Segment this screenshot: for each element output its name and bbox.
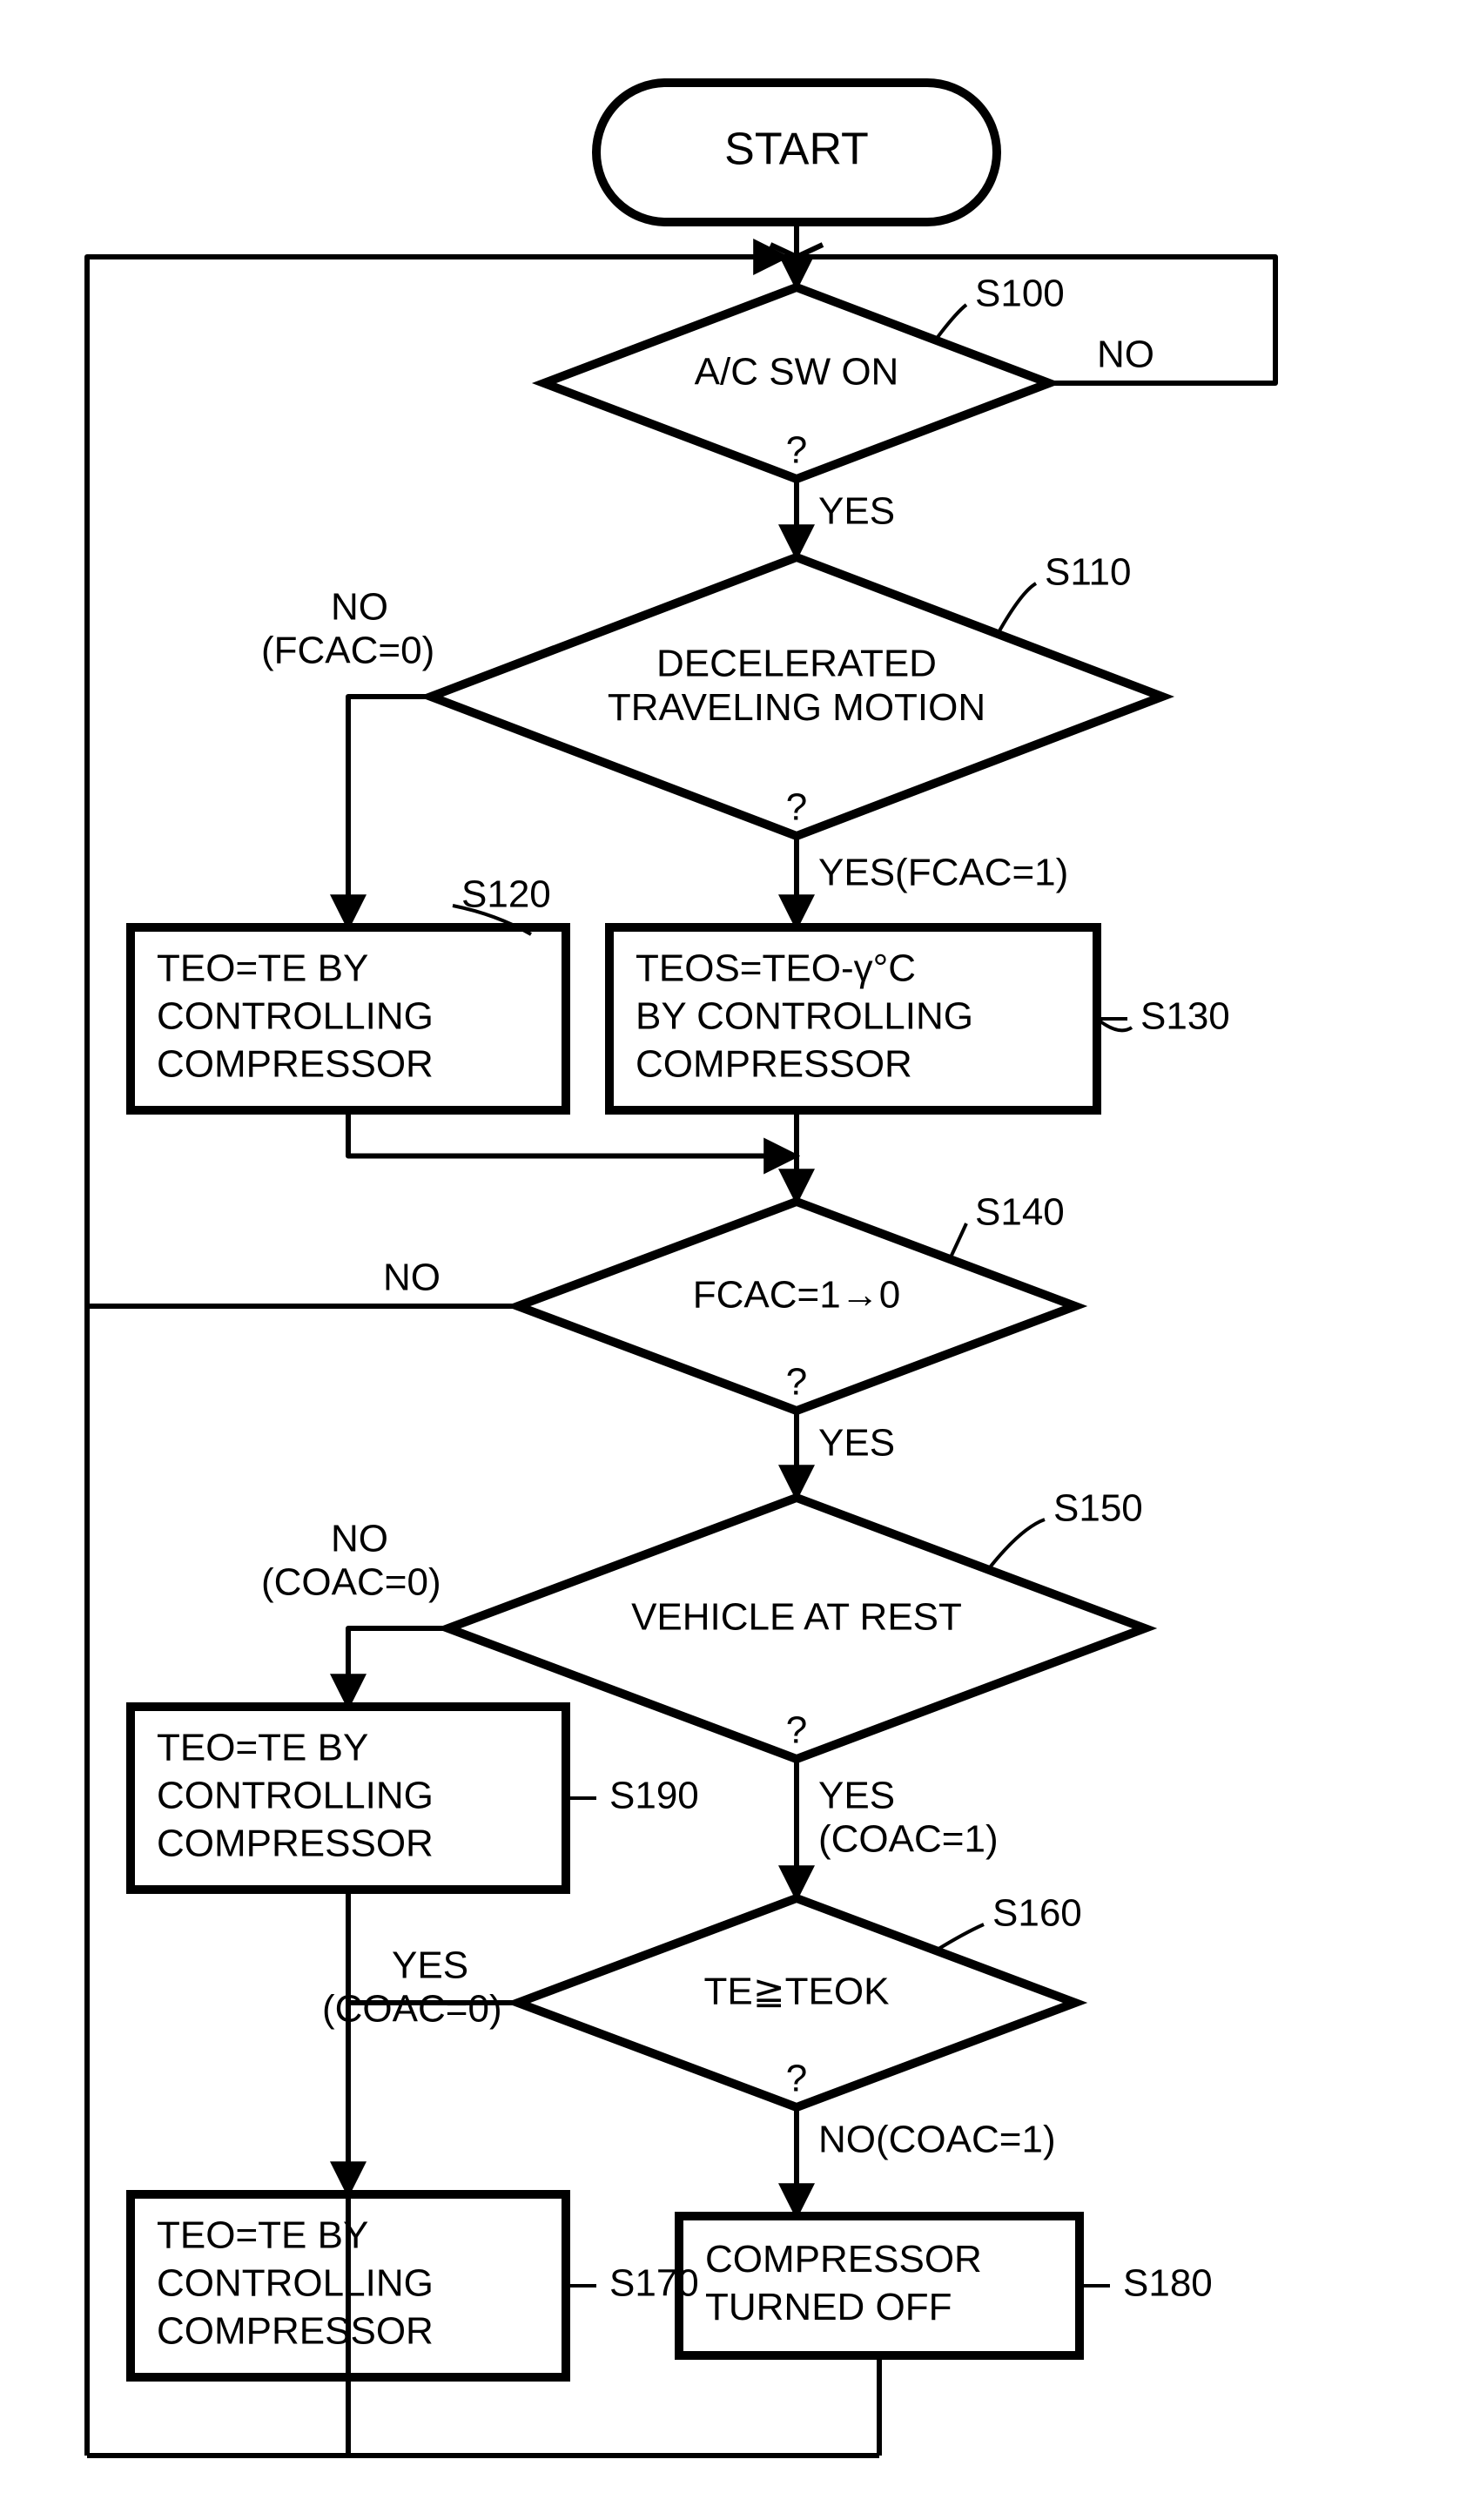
label-leader bbox=[998, 583, 1036, 634]
s170-process-text: CONTROLLING bbox=[157, 2262, 434, 2305]
s100-decision-q: ? bbox=[786, 429, 807, 472]
step-label: S120 bbox=[461, 873, 551, 916]
step-label: S110 bbox=[1045, 551, 1132, 594]
s190-process-text: CONTROLLING bbox=[157, 1775, 434, 1817]
s160-decision-q: ? bbox=[786, 2058, 807, 2100]
step-label: S160 bbox=[992, 1892, 1082, 1935]
yes-label: YES bbox=[818, 1422, 895, 1465]
edge-s150-s190 bbox=[348, 1628, 448, 1707]
s130-process-text: TEOS=TEO-γ°C bbox=[636, 947, 916, 990]
step-label: S130 bbox=[1140, 995, 1230, 1038]
s190-process-text: COMPRESSOR bbox=[157, 1823, 434, 1865]
s150-decision-text: VEHICLE AT REST bbox=[631, 1596, 962, 1639]
s190-process-text: TEO=TE BY bbox=[157, 1727, 368, 1769]
no-label: NO bbox=[1097, 334, 1154, 376]
step-label: S100 bbox=[975, 273, 1065, 315]
s170-process-text: TEO=TE BY bbox=[157, 2214, 368, 2257]
no-sublabel: (COAC=0) bbox=[261, 1561, 441, 1604]
s110-decision-text: DECELERATED bbox=[656, 642, 937, 684]
s120-process-text: CONTROLLING bbox=[157, 995, 434, 1038]
s120-process-text: COMPRESSOR bbox=[157, 1043, 434, 1086]
step-label: S140 bbox=[975, 1191, 1065, 1234]
edge-s110-s120 bbox=[348, 697, 431, 927]
s150-decision-q: ? bbox=[786, 1709, 807, 1752]
s110-decision-q: ? bbox=[786, 786, 807, 829]
yes-sublabel: (COAC=1) bbox=[818, 1818, 999, 1861]
s130-process-text: COMPRESSOR bbox=[636, 1043, 912, 1086]
yes-label: YES bbox=[818, 1775, 895, 1817]
label-leader bbox=[936, 1924, 984, 1951]
no-label: NO bbox=[383, 1257, 441, 1299]
step-label: S170 bbox=[609, 2262, 699, 2305]
s100-decision-text: A/C SW ON bbox=[695, 351, 899, 394]
step-label: S190 bbox=[609, 1775, 699, 1817]
s170-process-text: COMPRESSOR bbox=[157, 2310, 434, 2353]
start-label: START bbox=[724, 125, 869, 175]
edge-s120-merge bbox=[348, 1110, 797, 1156]
no-sublabel: (FCAC=0) bbox=[261, 630, 434, 672]
step-label: S150 bbox=[1053, 1487, 1143, 1530]
s140-decision-q: ? bbox=[786, 1361, 807, 1404]
s180-process-text: COMPRESSOR bbox=[705, 2238, 982, 2281]
label-leader bbox=[988, 1519, 1045, 1570]
s140-decision-text: FCAC=1→0 bbox=[693, 1274, 900, 1317]
no-label: NO(COAC=1) bbox=[818, 2119, 1056, 2161]
s110-decision-text: TRAVELING MOTION bbox=[608, 686, 985, 729]
yes-label: YES bbox=[392, 1944, 468, 1987]
label-leader bbox=[936, 305, 967, 340]
s160-decision-text: TE≧TEOK bbox=[704, 1971, 890, 2013]
label-leader bbox=[950, 1223, 966, 1259]
s180-process-text: TURNED OFF bbox=[705, 2286, 952, 2328]
yes-label: YES(FCAC=1) bbox=[818, 852, 1068, 894]
step-label: S180 bbox=[1123, 2262, 1213, 2305]
no-label: NO bbox=[331, 586, 388, 629]
s130-process-text: BY CONTROLLING bbox=[636, 995, 973, 1038]
yes-label: YES bbox=[818, 490, 895, 533]
edge-s160-s170 bbox=[348, 2003, 518, 2194]
no-label: NO bbox=[331, 1518, 388, 1560]
s120-process-text: TEO=TE BY bbox=[157, 947, 368, 990]
